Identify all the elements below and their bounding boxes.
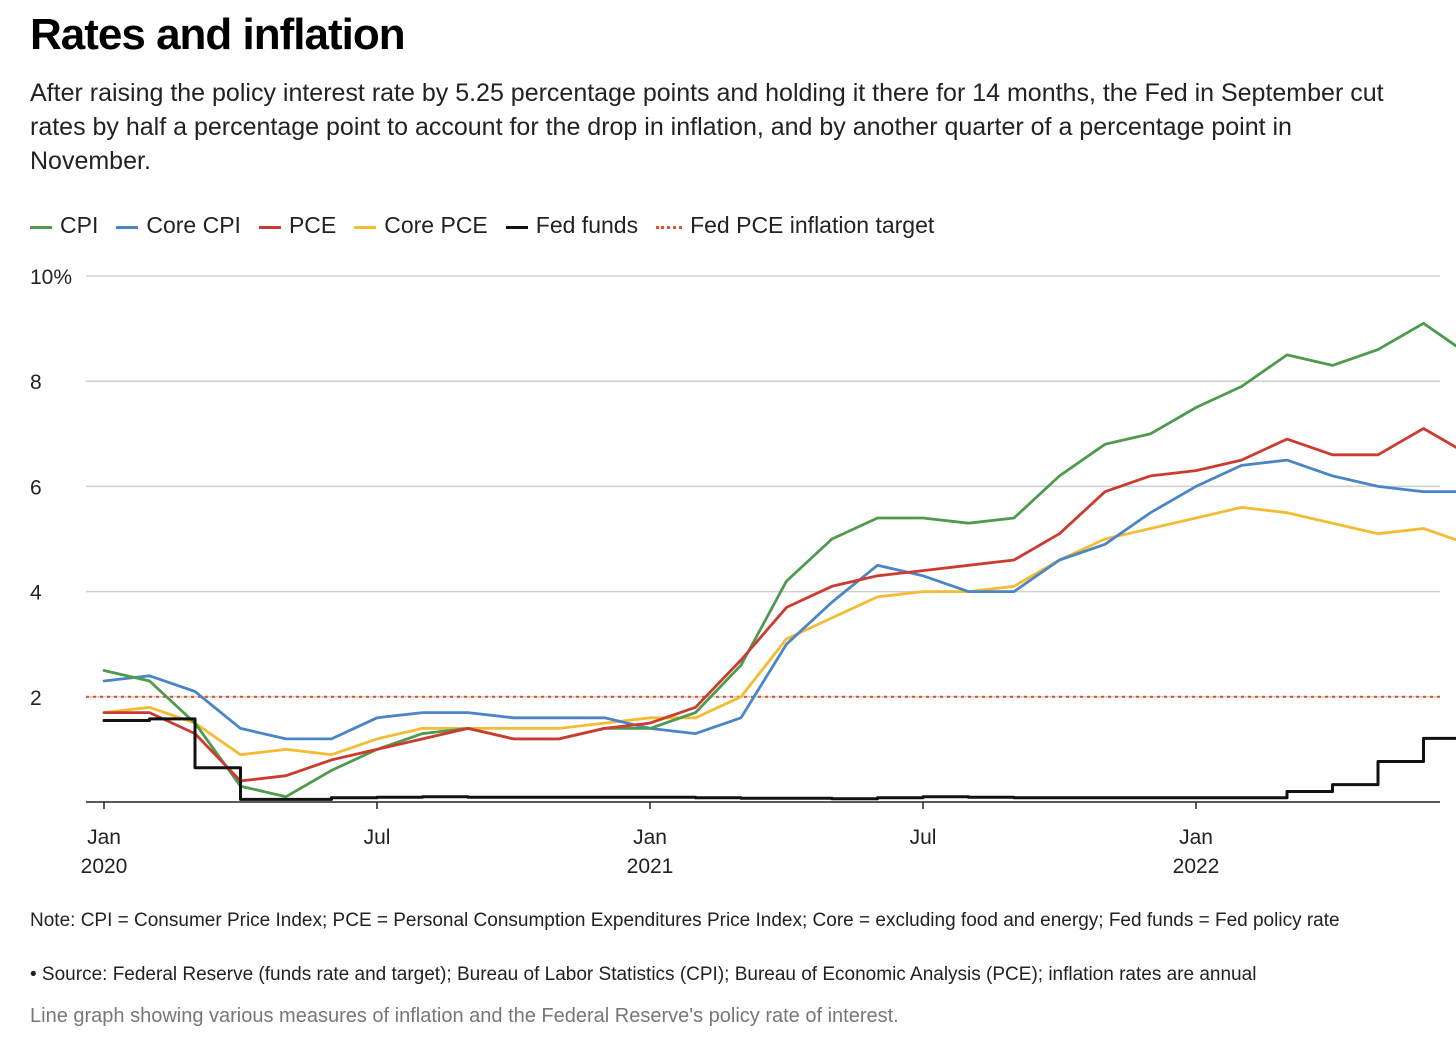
legend-swatch: [354, 226, 377, 229]
legend-label: CPI: [60, 212, 99, 238]
chart-subtitle: After raising the policy interest rate b…: [30, 79, 1384, 175]
series-line-core-cpi: [102, 458, 1456, 741]
x-tick-year-label: 2021: [627, 855, 674, 878]
legend-item-pce: PCE: [258, 212, 337, 239]
y-tick-label: 4: [30, 582, 42, 605]
y-tick-label: 8: [30, 371, 42, 394]
legend-label: Fed PCE inflation target: [690, 212, 935, 238]
legend-swatch: [30, 226, 52, 229]
x-tick-label: Jan: [633, 826, 667, 849]
legend-swatch: [258, 226, 281, 229]
x-tick-label: Jan: [87, 826, 121, 849]
line-chart: 10%8642Jan2020JulJan2021JulJan2022JulJan…: [30, 266, 1456, 878]
legend-item-fed-funds: Fed funds: [505, 212, 639, 239]
y-tick-label: 6: [30, 476, 42, 499]
series-line-core-pce: [102, 506, 1456, 757]
series-line-pce: [102, 427, 1456, 783]
chart-title: Rates and inflation: [30, 10, 406, 59]
legend-label: PCE: [288, 212, 337, 238]
x-tick-year-label: 2022: [1173, 855, 1220, 878]
legend-item-cpi: CPI: [30, 212, 98, 239]
series-line-fed-funds: [102, 717, 1456, 801]
x-tick-label: Jan: [1179, 826, 1213, 849]
chart-legend: CPI Core CPI PCE Core PCE Fed funds Fed PCE i…: [30, 212, 952, 239]
chart-note: Note: CPI = Consumer Price Index; PCE = …: [30, 910, 1340, 931]
legend-swatch: [505, 226, 528, 229]
legend-label: Fed funds: [535, 212, 639, 238]
chart-caption: Line graph showing various measures of i…: [30, 1005, 899, 1027]
legend-item-core-cpi: Core CPI: [116, 212, 241, 239]
x-tick-label: Jul: [364, 826, 391, 849]
x-tick-year-label: 2020: [81, 855, 128, 878]
chart-source: • Source: Federal Reserve (funds rate an…: [30, 964, 1257, 985]
legend-swatch: [116, 226, 139, 229]
y-tick-label: 2: [30, 687, 42, 710]
legend-item-fed-pce-inflation-target: Fed PCE inflation target: [656, 212, 934, 239]
legend-swatch: [656, 226, 683, 229]
legend-item-core-pce: Core PCE: [354, 212, 488, 239]
legend-label: Core CPI: [146, 212, 241, 238]
series-line-cpi: [102, 321, 1456, 799]
x-tick-label: Jul: [910, 826, 937, 849]
y-tick-label: 10%: [30, 266, 72, 289]
legend-label: Core PCE: [384, 212, 488, 238]
